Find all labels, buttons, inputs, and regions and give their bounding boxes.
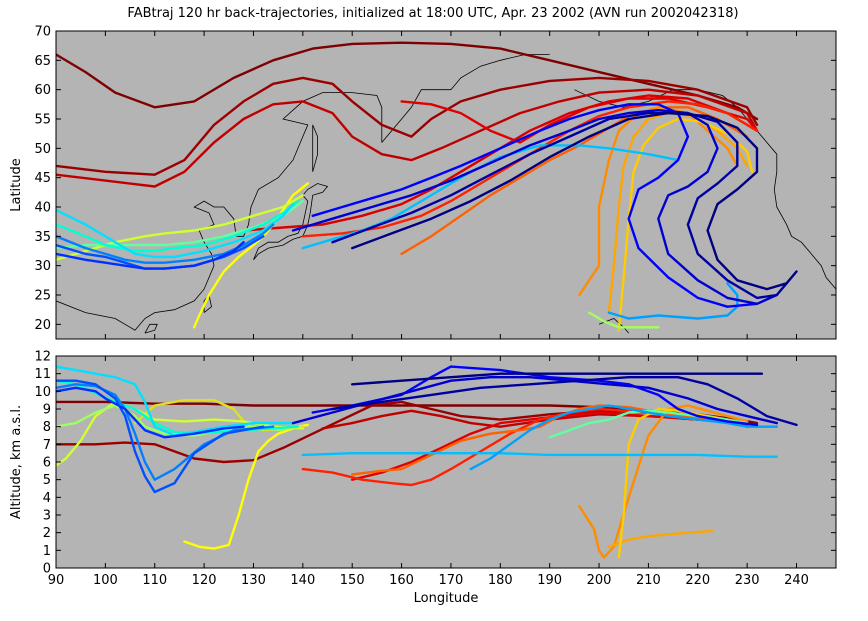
- altitude-xtick-label-7: 160: [389, 573, 414, 588]
- map-ytick-label-9: 65: [34, 54, 51, 69]
- map-trajectory-14: [56, 199, 300, 253]
- altitude-ytick-label-1: 1: [43, 544, 51, 559]
- altitude-trajectory-7: [607, 529, 714, 548]
- coastline-2: [253, 183, 329, 261]
- map-trajectory-12: [588, 311, 660, 329]
- coastline-0: [56, 92, 383, 331]
- map-ytick-label-3: 35: [34, 230, 51, 245]
- altitude-trajectory-3: [351, 411, 749, 481]
- altitude-ytick-label-7: 7: [43, 438, 51, 453]
- map-ytick-label-2: 30: [34, 259, 51, 274]
- altitude-ytick-label-4: 4: [43, 491, 51, 506]
- map-trajectory-21: [311, 103, 759, 308]
- altitude-trajectory-17: [469, 404, 778, 471]
- altitude-trajectory-19: [56, 379, 265, 494]
- map-trajectory-4: [242, 94, 759, 232]
- map-ytick-label-8: 60: [34, 83, 51, 98]
- altitude-xtick-label-8: 170: [439, 573, 464, 588]
- altitude-ytick-label-11: 11: [34, 367, 51, 382]
- altitude-xtick-label-10: 190: [537, 573, 562, 588]
- altitude-trajectory-11: [56, 400, 304, 467]
- altitude-xtick-label-4: 130: [241, 573, 266, 588]
- map-plot-area: [56, 31, 836, 339]
- altitude-trajectory-16: [301, 452, 778, 458]
- map-trajectory-15: [56, 202, 295, 259]
- map-series-group: [56, 41, 836, 334]
- altitude-trajectory-18: [56, 383, 275, 481]
- altitude-ytick-label-2: 2: [43, 526, 51, 541]
- map-trajectory-1: [56, 76, 759, 176]
- altitude-panel: 90 100 110 120 130 140 150 160 170 180 190 200 210 22…: [9, 350, 837, 606]
- altitude-trajectory-6: [578, 404, 749, 559]
- altitude-xtick-label-9: 180: [488, 573, 513, 588]
- altitude-xtick-label-1: 100: [93, 573, 118, 588]
- coastline-5: [144, 323, 158, 334]
- altitude-xtick-label-14: 230: [735, 573, 760, 588]
- altitude-series-group: [56, 365, 798, 559]
- map-trajectory-5: [301, 100, 759, 238]
- altitude-trajectory-20: [56, 386, 245, 439]
- map-trajectory-18: [56, 223, 275, 264]
- altitude-xtick-label-5: 140: [290, 573, 315, 588]
- altitude-xtick-label-11: 200: [587, 573, 612, 588]
- map-ytick-label-1: 25: [34, 289, 51, 304]
- altitude-trajectory-15: [56, 365, 295, 437]
- map-trajectory-23: [331, 111, 788, 300]
- altitude-ytick-label-10: 10: [34, 385, 51, 400]
- altitude-x-axis-label: Longitude: [414, 591, 479, 606]
- altitude-xtick-label-6: 150: [340, 573, 365, 588]
- altitude-xtick-label-15: 240: [784, 573, 809, 588]
- altitude-trajectory-9: [183, 423, 309, 550]
- altitude-ytick-label-8: 8: [43, 420, 51, 435]
- map-trajectory-20: [56, 241, 245, 270]
- coastline-3: [312, 124, 318, 172]
- map-axes-frame: [55, 30, 837, 340]
- map-trajectory-8: [607, 111, 749, 314]
- map-ytick-label-0: 20: [34, 318, 51, 333]
- altitude-xtick-label-0: 90: [48, 573, 65, 588]
- map-ytick-label-5: 45: [34, 171, 51, 186]
- map-trajectory-24: [351, 111, 798, 291]
- map-ytick-label-4: 40: [34, 201, 51, 216]
- altitude-ytick-label-5: 5: [43, 473, 51, 488]
- map-trajectory-0: [56, 41, 759, 121]
- map-ytick-label-10: 70: [34, 25, 51, 40]
- coastline-1: [381, 54, 550, 143]
- altitude-xtick-label-3: 120: [192, 573, 217, 588]
- map-trajectory-2: [56, 88, 759, 188]
- altitude-trajectory-22: [291, 376, 778, 425]
- altitude-ytick-label-12: 12: [34, 350, 51, 365]
- altitude-xtick-label-2: 110: [142, 573, 167, 588]
- altitude-trajectory-24: [351, 372, 764, 386]
- map-y-axis-label: Latitude: [9, 158, 24, 212]
- altitude-xtick-label-13: 220: [685, 573, 710, 588]
- altitude-ytick-label-6: 6: [43, 456, 51, 471]
- altitude-ytick-label-3: 3: [43, 509, 51, 524]
- figure-title: FABtraj 120 hr back-trajectories, initia…: [127, 6, 738, 21]
- map-ytick-label-6: 50: [34, 142, 51, 157]
- map-panel: 20 25 30 35 40 45 50 55 60 65 70 Latitude: [9, 25, 837, 340]
- altitude-ytick-label-9: 9: [43, 403, 51, 418]
- altitude-plot-area: [56, 356, 836, 568]
- altitude-trajectory-23: [331, 376, 798, 427]
- map-trajectory-11: [56, 194, 304, 261]
- altitude-y-axis-label: Altitude, km a.s.l.: [9, 405, 24, 519]
- map-trajectory-17: [607, 282, 739, 320]
- altitude-xtick-label-12: 210: [636, 573, 661, 588]
- altitude-ytick-label-0: 0: [43, 562, 51, 577]
- map-ytick-label-7: 55: [34, 113, 51, 128]
